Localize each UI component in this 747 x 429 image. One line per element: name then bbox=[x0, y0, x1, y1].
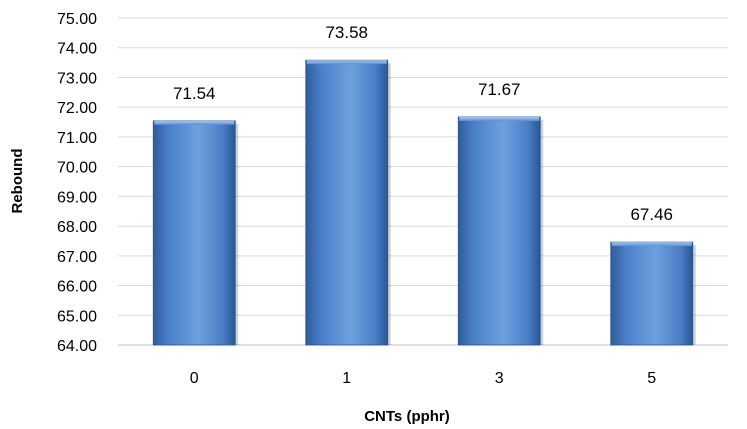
y-tick-label: 71.00 bbox=[57, 130, 97, 147]
bar-top-bevel bbox=[459, 116, 540, 121]
x-tick-label: 1 bbox=[342, 370, 351, 387]
data-label: 73.58 bbox=[325, 23, 368, 42]
data-label: 71.54 bbox=[173, 84, 216, 103]
x-axis-title: CNTs (pphr) bbox=[364, 408, 450, 425]
x-axis-ticks: 0 1 3 5 bbox=[190, 370, 657, 387]
y-axis-title: Rebound bbox=[9, 149, 26, 214]
y-tick-label: 67.00 bbox=[57, 249, 97, 266]
bar bbox=[305, 59, 389, 346]
y-tick-label: 68.00 bbox=[57, 219, 97, 236]
y-tick-label: 66.00 bbox=[57, 279, 97, 296]
bar-top-bevel bbox=[611, 242, 692, 247]
data-label: 67.46 bbox=[630, 205, 673, 224]
y-tick-label: 72.00 bbox=[57, 100, 97, 117]
x-tick-label: 5 bbox=[647, 370, 656, 387]
bar bbox=[457, 116, 541, 346]
y-axis-ticks: 64.00 65.00 66.00 67.00 68.00 69.00 70.00 71.00… bbox=[57, 11, 97, 355]
y-tick-label: 70.00 bbox=[57, 160, 97, 177]
y-tick-label: 75.00 bbox=[57, 11, 97, 28]
x-tick-label: 0 bbox=[190, 370, 199, 387]
y-tick-label: 64.00 bbox=[57, 338, 97, 355]
bar-top-bevel bbox=[306, 60, 387, 65]
bar bbox=[152, 120, 236, 346]
bar-top-bevel bbox=[154, 120, 235, 125]
x-tick-label: 3 bbox=[495, 370, 504, 387]
y-tick-label: 73.00 bbox=[57, 70, 97, 87]
data-labels: 71.54 73.58 71.67 67.46 bbox=[173, 23, 673, 224]
y-tick-label: 74.00 bbox=[57, 41, 97, 58]
y-tick-label: 69.00 bbox=[57, 189, 97, 206]
y-tick-label: 65.00 bbox=[57, 308, 97, 325]
bar bbox=[610, 241, 694, 346]
bars bbox=[152, 59, 696, 346]
data-label: 71.67 bbox=[478, 80, 521, 99]
